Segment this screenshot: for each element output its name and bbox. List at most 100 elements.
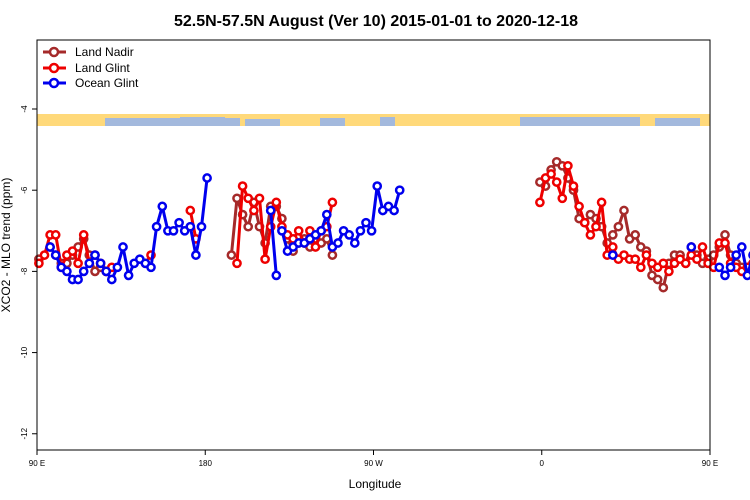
data-point — [630, 254, 641, 265]
chart-title: 52.5N-57.5N August (Ver 10) 2015-01-01 t… — [174, 13, 578, 30]
data-point — [321, 209, 332, 220]
data-point — [535, 197, 545, 208]
legend-label-land-nadir: Land Nadir — [75, 45, 134, 59]
data-point — [551, 177, 562, 187]
data-point — [563, 160, 573, 171]
series-ocean-glint — [45, 173, 750, 285]
data-point — [73, 274, 83, 285]
data-point — [101, 266, 112, 277]
x-tick-label: 90 E — [702, 459, 718, 468]
data-point — [45, 242, 55, 252]
data-point — [366, 225, 377, 236]
data-point — [731, 250, 742, 260]
land-ocean-strip — [37, 114, 710, 126]
data-point — [112, 262, 123, 273]
data-point — [355, 225, 366, 236]
data-point — [202, 173, 212, 183]
data-point — [118, 242, 128, 252]
data-point — [185, 221, 196, 232]
data-point — [146, 262, 156, 273]
legend-label-land-glint: Land Glint — [75, 61, 130, 75]
data-point — [67, 246, 78, 256]
series-layer — [34, 156, 750, 293]
data-point — [619, 205, 629, 216]
data-point — [361, 217, 371, 228]
data-point — [151, 221, 162, 232]
data-point — [641, 250, 652, 260]
data-point — [664, 266, 674, 277]
data-point — [736, 242, 747, 252]
data-point — [327, 197, 338, 208]
data-point — [50, 250, 61, 260]
data-point — [293, 225, 304, 236]
x-tick-label: 180 — [199, 459, 213, 468]
data-point — [658, 258, 669, 269]
data-point — [34, 258, 44, 269]
strip-ocean-patch — [105, 118, 240, 126]
data-point — [742, 270, 750, 281]
legend-label-ocean-glint: Ocean Glint — [75, 76, 139, 90]
data-point — [613, 221, 624, 232]
data-point — [157, 201, 168, 212]
data-point — [265, 205, 276, 216]
data-point — [254, 193, 265, 204]
data-point — [310, 242, 321, 252]
strip-ocean-patch — [320, 118, 345, 126]
data-point — [237, 181, 248, 191]
data-point — [720, 270, 730, 281]
data-point — [333, 238, 343, 248]
data-point — [232, 258, 242, 269]
data-point — [226, 250, 237, 260]
strip-ocean-patch — [380, 117, 395, 126]
data-point — [95, 258, 106, 269]
legend: Land Nadir Land Glint Ocean Glint — [43, 45, 139, 90]
data-point — [50, 230, 61, 240]
data-point — [106, 274, 117, 285]
data-point — [557, 193, 568, 204]
data-point — [607, 242, 618, 252]
data-point — [546, 169, 556, 179]
data-point — [196, 221, 207, 232]
data-point — [607, 230, 618, 240]
y-tick-label: -4 — [20, 105, 29, 113]
x-tick-label: 90 W — [364, 459, 383, 468]
y-axis: -4 -6 -8 -10 -12 — [20, 105, 37, 440]
data-point — [692, 254, 702, 265]
legend-marker-land-nadir — [48, 46, 60, 58]
data-point — [585, 230, 596, 240]
data-point — [260, 254, 270, 265]
x-tick-label: 90 E — [29, 459, 45, 468]
y-tick-label: -12 — [20, 427, 29, 439]
x-axis: 90 E 180 90 W 0 90 E — [29, 450, 718, 468]
data-point — [73, 258, 83, 269]
data-point — [596, 197, 607, 208]
data-point — [720, 230, 730, 240]
y-tick-label: -10 — [20, 346, 29, 358]
data-point — [123, 270, 134, 281]
data-point — [574, 201, 584, 212]
data-point — [185, 205, 196, 216]
data-point — [389, 205, 399, 216]
y-axis-label: XCO2 - MLO trend (ppm) — [0, 178, 13, 313]
data-point — [697, 242, 708, 252]
strip-ocean-patch — [180, 117, 225, 126]
data-point — [191, 250, 201, 260]
data-point — [327, 250, 338, 260]
legend-marker-ocean-glint — [48, 77, 60, 89]
data-point — [78, 230, 89, 240]
data-point — [714, 262, 725, 273]
strip-ocean-patch — [520, 117, 640, 126]
data-point — [635, 262, 646, 273]
data-point — [62, 266, 72, 277]
x-axis-label: Longitude — [349, 477, 402, 491]
data-point — [277, 225, 287, 236]
data-point — [680, 258, 691, 269]
data-point — [316, 225, 327, 236]
data-point — [349, 238, 360, 248]
data-point — [686, 242, 697, 252]
data-point — [658, 282, 669, 293]
data-point — [607, 250, 618, 260]
strip-ocean-patch — [655, 118, 700, 126]
data-point — [232, 193, 242, 204]
